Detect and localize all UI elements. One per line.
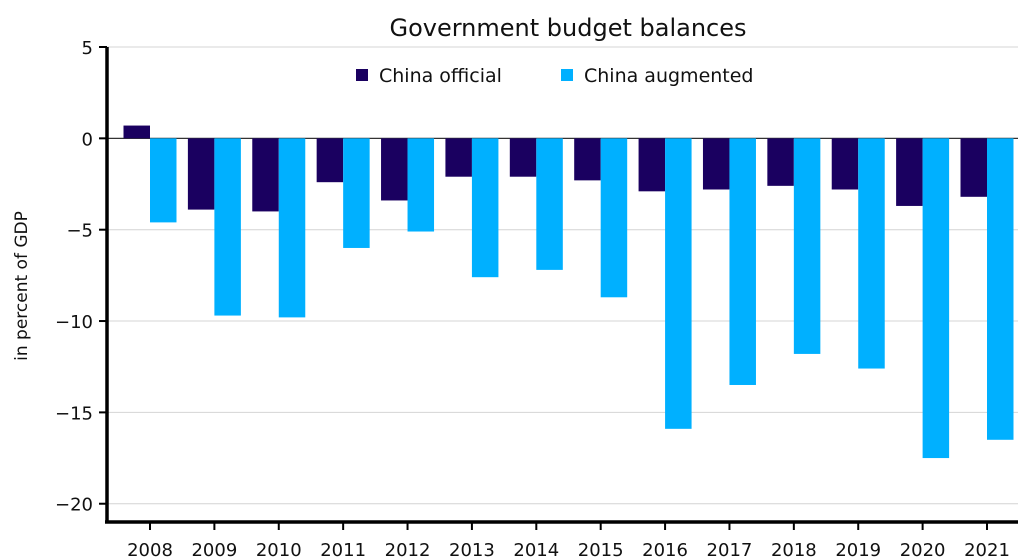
bar-china-augmented (987, 138, 1014, 440)
x-tick-label: 2019 (835, 540, 881, 559)
bar-china-augmented (600, 138, 628, 298)
bar-china-official (638, 138, 666, 192)
bar-china-augmented (471, 138, 499, 278)
y-axis-ticks: 5 0 −5 −10 −15 −20 (55, 38, 107, 516)
bar-china-official (896, 138, 923, 206)
legend-label: China augmented (584, 65, 754, 87)
y-tick-label: −20 (55, 495, 93, 516)
legend-label: China official (379, 65, 502, 87)
bar-china-augmented (343, 138, 370, 248)
bar-china-official (252, 138, 279, 212)
y-tick-label: −15 (55, 403, 93, 424)
bar-china-official (509, 138, 537, 177)
bar-china-augmented (858, 138, 885, 369)
x-tick-label: 2021 (964, 540, 1010, 559)
x-tick-label: 2011 (320, 540, 366, 559)
bar-china-official (960, 138, 987, 197)
y-tick-label: 0 (82, 129, 93, 150)
y-tick-label: −10 (55, 312, 93, 333)
legend-swatch (561, 69, 573, 81)
x-tick-label: 2010 (256, 540, 302, 559)
bar-china-augmented (793, 138, 821, 354)
bar-china-official (381, 138, 408, 201)
axes (105, 47, 1018, 524)
bar-china-augmented (150, 138, 177, 223)
bar-china-official (831, 138, 859, 190)
x-axis-ticks: 2008 2009 2010 2011 2012 2013 2014 2015 2016 2017… (127, 522, 1010, 559)
x-tick-label: 2014 (513, 540, 559, 559)
y-tick-label: −5 (66, 221, 93, 242)
y-tick-label: 5 (82, 38, 93, 59)
bar-china-augmented (278, 138, 306, 318)
bar-china-augmented (536, 138, 563, 270)
x-tick-label: 2017 (707, 540, 753, 559)
bar-china-augmented (665, 138, 692, 429)
x-tick-label: 2008 (127, 540, 173, 559)
bars (123, 125, 1014, 459)
bar-china-official (445, 138, 472, 177)
bar-china-official (702, 138, 730, 190)
bar-china-official (316, 138, 344, 183)
x-tick-label: 2015 (578, 540, 624, 559)
bar-china-official (767, 138, 794, 186)
chart-title: Government budget balances (389, 14, 746, 42)
legend: China official China augmented (356, 65, 754, 87)
bar-china-official (123, 125, 150, 139)
bar-china-augmented (922, 138, 950, 459)
x-tick-label: 2020 (900, 540, 946, 559)
bar-china-official (187, 138, 215, 210)
legend-swatch (356, 69, 368, 81)
bar-china-augmented (729, 138, 756, 385)
x-tick-label: 2012 (385, 540, 431, 559)
y-axis-label: in percent of GDP (12, 211, 32, 361)
x-tick-label: 2016 (642, 540, 688, 559)
bar-china-augmented (407, 138, 435, 232)
x-tick-label: 2009 (191, 540, 237, 559)
bar-china-official (574, 138, 601, 181)
x-tick-label: 2018 (771, 540, 817, 559)
bar-china-augmented (214, 138, 241, 316)
x-tick-label: 2013 (449, 540, 495, 559)
